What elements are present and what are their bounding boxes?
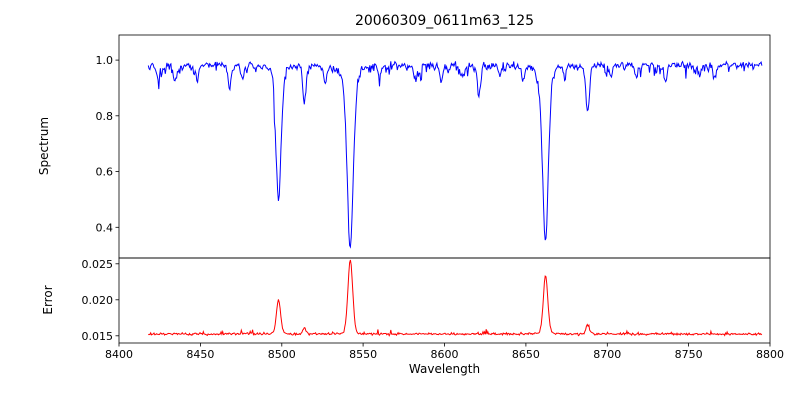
x-tick-label: 8800 bbox=[756, 348, 784, 361]
spectrum-y-tick-label: 1.0 bbox=[96, 54, 114, 67]
x-tick-label: 8650 bbox=[512, 348, 540, 361]
error-series-line bbox=[147, 259, 763, 337]
y-axis-label-error: Error bbox=[41, 285, 55, 315]
plot-title: 20060309_0611m63_125 bbox=[354, 13, 535, 29]
x-tick-label: 8600 bbox=[431, 348, 459, 361]
spectrum-y-tick-label: 0.6 bbox=[96, 166, 114, 179]
x-tick-label: 8400 bbox=[105, 348, 133, 361]
y-axis-label-spectrum: Spectrum bbox=[37, 116, 51, 176]
x-axis-label: Wavelength bbox=[408, 362, 481, 376]
x-tick-label: 8500 bbox=[268, 348, 296, 361]
spectrum-y-tick-label: 0.8 bbox=[96, 110, 114, 123]
x-tick-label: 8700 bbox=[593, 348, 621, 361]
error-axes-border bbox=[118, 257, 771, 344]
spectrum-series-line bbox=[147, 60, 763, 249]
x-tick-label: 8750 bbox=[675, 348, 703, 361]
error-y-tick-label: 0.020 bbox=[82, 294, 114, 307]
error-y-tick-label: 0.025 bbox=[82, 258, 114, 271]
error-y-tick-label: 0.015 bbox=[82, 330, 114, 343]
x-tick-label: 8550 bbox=[349, 348, 377, 361]
spectrum-y-tick-label: 0.4 bbox=[96, 221, 114, 234]
x-tick-label: 8450 bbox=[186, 348, 214, 361]
